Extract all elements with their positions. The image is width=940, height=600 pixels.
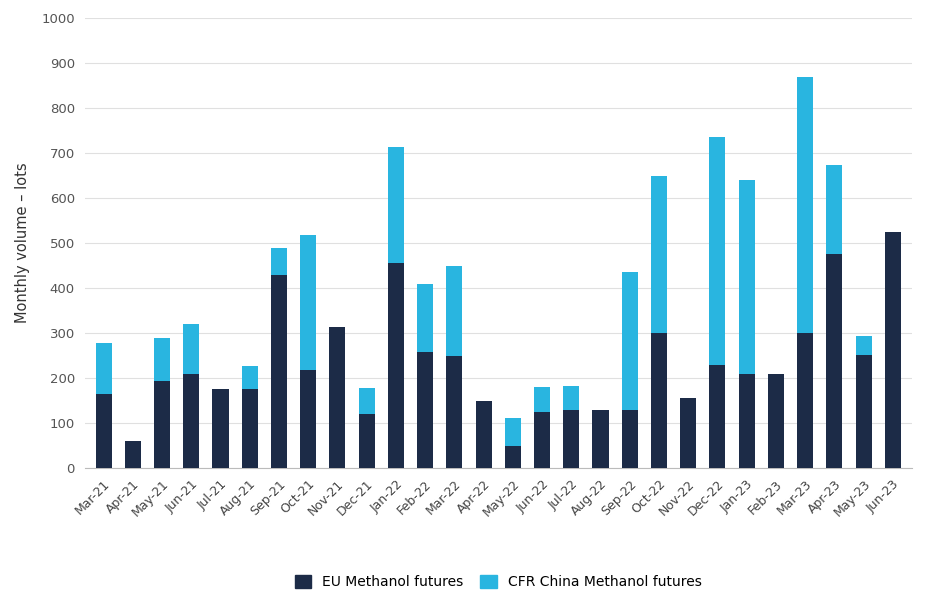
Bar [96, 343, 112, 394]
Bar [271, 275, 287, 468]
Bar [446, 265, 462, 356]
Bar [826, 254, 842, 468]
Bar [446, 356, 462, 468]
Bar [534, 387, 550, 412]
Bar [650, 333, 667, 468]
Bar [563, 410, 579, 468]
Bar [885, 232, 901, 468]
Bar [242, 366, 258, 389]
Bar [739, 180, 755, 373]
Bar [797, 333, 813, 468]
Bar [739, 373, 755, 468]
Bar [388, 147, 404, 263]
Bar [476, 401, 492, 468]
Bar [271, 248, 287, 275]
Bar [592, 410, 608, 468]
Bar [359, 414, 375, 468]
Bar [826, 165, 842, 254]
Bar [125, 441, 141, 468]
Bar [417, 283, 433, 352]
Bar [563, 386, 579, 410]
Bar [855, 355, 871, 468]
Bar [359, 388, 375, 414]
Bar [681, 398, 697, 468]
Bar [154, 337, 170, 381]
Bar [300, 370, 316, 468]
Bar [300, 235, 316, 370]
Bar [650, 176, 667, 333]
Bar [388, 263, 404, 468]
Bar [329, 327, 346, 468]
Bar [505, 418, 521, 445]
Bar [534, 412, 550, 468]
Legend: EU Methanol futures, CFR China Methanol futures: EU Methanol futures, CFR China Methanol … [288, 568, 709, 596]
Bar [855, 336, 871, 355]
Bar [96, 394, 112, 468]
Y-axis label: Monthly volume – lots: Monthly volume – lots [15, 163, 30, 323]
Bar [183, 374, 199, 468]
Bar [710, 365, 726, 468]
Bar [212, 389, 228, 468]
Bar [154, 381, 170, 468]
Bar [621, 272, 637, 410]
Bar [621, 410, 637, 468]
Bar [710, 137, 726, 365]
Bar [417, 352, 433, 468]
Bar [797, 77, 813, 333]
Bar [242, 389, 258, 468]
Bar [768, 373, 784, 468]
Bar [183, 324, 199, 374]
Bar [505, 445, 521, 468]
